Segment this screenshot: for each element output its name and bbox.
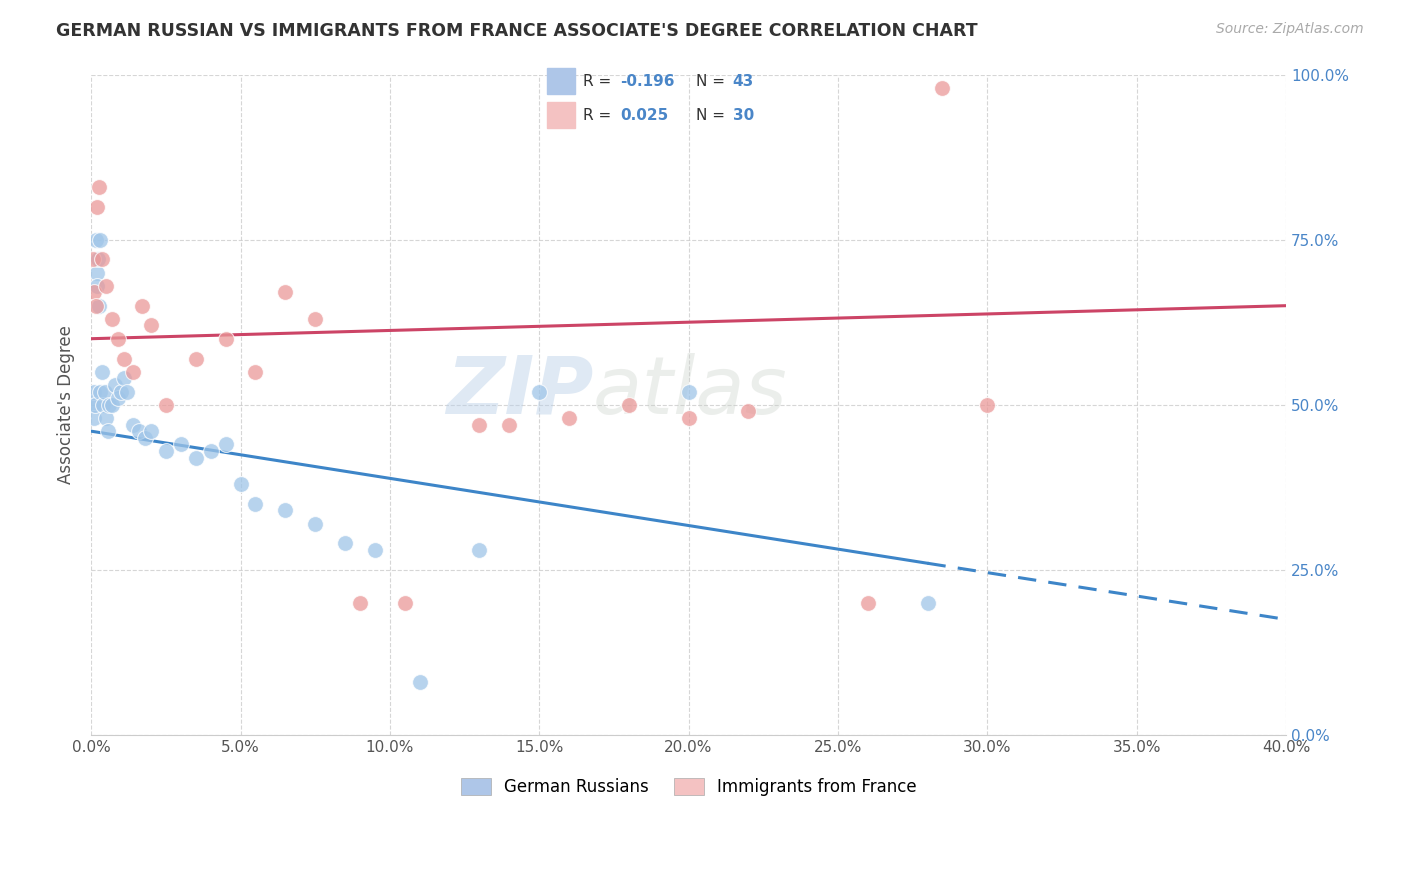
Point (122, 417, 145, 432)
Point (112, 351, 135, 366)
Point (93, 384, 115, 399)
Text: 43: 43 (733, 73, 754, 88)
Text: 30: 30 (733, 108, 754, 123)
Point (131, 299, 153, 313)
Point (101, 312, 124, 326)
Point (139, 424, 162, 438)
Point (184, 351, 207, 366)
Point (304, 312, 326, 326)
Point (101, 398, 124, 412)
Point (82, 398, 104, 412)
Point (83, 398, 105, 412)
Y-axis label: Associate's Degree: Associate's Degree (58, 326, 75, 484)
Point (115, 384, 138, 399)
Text: N =: N = (696, 108, 730, 123)
Point (86, 266, 108, 280)
Point (110, 384, 132, 399)
Text: GERMAN RUSSIAN VS IMMIGRANTS FROM FRANCE ASSOCIATE'S DEGREE CORRELATION CHART: GERMAN RUSSIAN VS IMMIGRANTS FROM FRANCE… (56, 22, 977, 40)
Point (83, 384, 105, 399)
Text: -0.196: -0.196 (620, 73, 675, 88)
Point (155, 398, 177, 412)
Point (84, 299, 107, 313)
Point (170, 437, 193, 451)
Point (498, 417, 520, 432)
Point (94, 411, 117, 425)
Point (104, 378, 127, 392)
Point (107, 391, 129, 405)
Point (122, 365, 145, 379)
Text: R =: R = (583, 108, 617, 123)
Point (107, 332, 129, 346)
Point (94, 278, 117, 293)
Point (87, 252, 110, 267)
Point (87, 299, 110, 313)
Point (245, 365, 267, 379)
Point (128, 424, 150, 438)
Text: Source: ZipAtlas.com: Source: ZipAtlas.com (1216, 22, 1364, 37)
Text: R =: R = (583, 73, 617, 88)
Point (89, 384, 111, 399)
Point (349, 596, 371, 610)
Point (333, 536, 356, 550)
Text: ZIP: ZIP (446, 352, 593, 431)
Point (214, 437, 236, 451)
Point (89, 233, 111, 247)
Point (394, 596, 416, 610)
Point (856, 596, 879, 610)
Point (90, 252, 112, 267)
Point (155, 444, 177, 458)
Point (274, 503, 297, 517)
Point (468, 543, 491, 558)
Point (83, 285, 105, 300)
Point (678, 411, 700, 425)
Point (134, 431, 156, 445)
Point (468, 417, 491, 432)
Point (184, 450, 207, 465)
Bar (547, 68, 575, 95)
Point (976, 398, 998, 412)
Point (364, 543, 387, 558)
Point (917, 596, 939, 610)
Point (139, 318, 162, 333)
Point (409, 675, 432, 690)
Point (84, 233, 107, 247)
Point (83, 411, 105, 425)
Point (229, 477, 252, 491)
Text: N =: N = (696, 73, 730, 88)
Point (112, 371, 135, 385)
Point (558, 411, 581, 425)
Point (737, 404, 759, 418)
Point (214, 332, 236, 346)
Point (98, 398, 121, 412)
Point (245, 497, 267, 511)
Text: 0.025: 0.025 (620, 108, 668, 123)
Legend: German Russians, Immigrants from France: German Russians, Immigrants from France (454, 771, 924, 803)
Point (529, 384, 551, 399)
Point (678, 384, 700, 399)
Point (86, 278, 108, 293)
Point (304, 516, 326, 531)
Point (87, 179, 110, 194)
Point (97, 424, 120, 438)
Text: atlas: atlas (593, 352, 787, 431)
Point (91, 398, 114, 412)
Point (274, 285, 297, 300)
Point (931, 80, 953, 95)
Point (82, 252, 104, 267)
Point (90, 365, 112, 379)
Bar (547, 103, 575, 128)
Point (617, 398, 640, 412)
Point (86, 200, 108, 214)
Point (200, 444, 222, 458)
